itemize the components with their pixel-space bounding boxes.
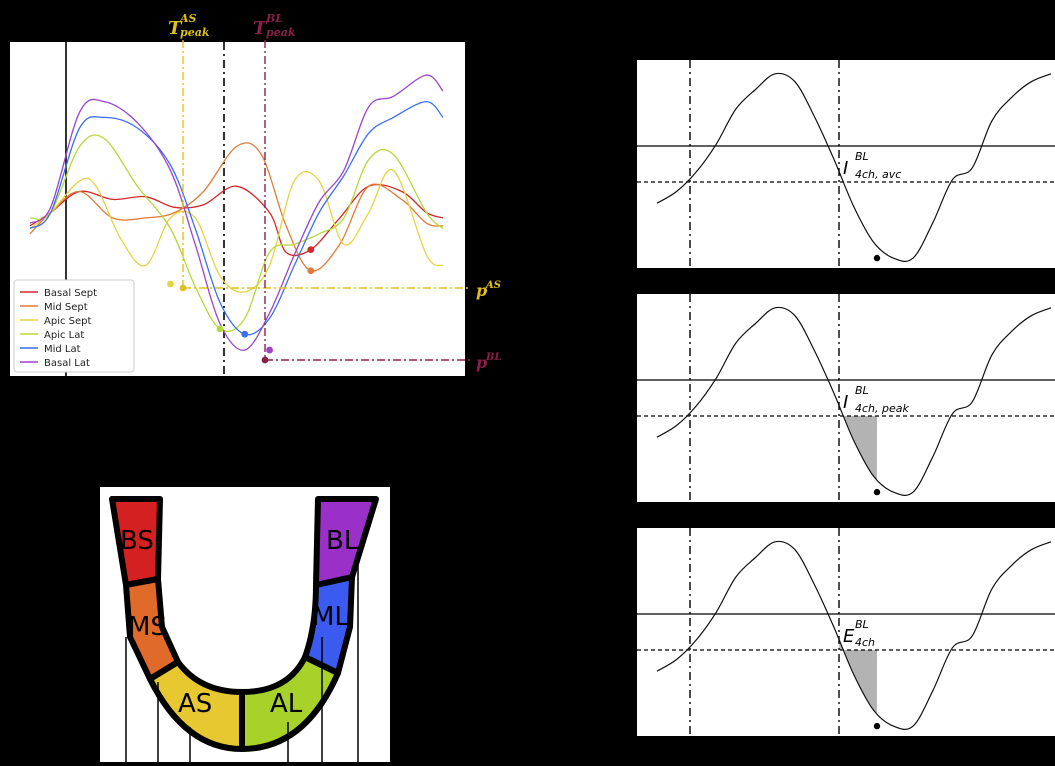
- peak-marker-apic-lat: [216, 325, 224, 333]
- peak-marker-apic-sept: [167, 280, 174, 288]
- t-peak-as-label: T: [168, 18, 183, 39]
- segment-diagram-panel: BS MS AS AL ML BL: [100, 487, 390, 762]
- t-peak-as-sub: peak: [180, 26, 210, 39]
- legend-entry: Basal Sept: [44, 288, 97, 299]
- strain-curve: [656, 540, 1052, 730]
- peak-marker-basal-sept: [307, 246, 315, 254]
- legend-entry: Apic Lat: [44, 330, 84, 341]
- t-peak-as-sup: AS: [179, 12, 197, 25]
- segment-bl: [313, 496, 379, 588]
- segment-diagram: BS MS AS AL ML BL: [109, 496, 379, 762]
- p-as-sup: AS: [485, 280, 501, 291]
- segment-label-ms: MS: [128, 612, 167, 642]
- panel-label-main: I: [843, 158, 848, 179]
- panel-label-sup: BL: [855, 618, 869, 631]
- segment-label-bs: BS: [120, 526, 154, 556]
- panel-label-sub: 4ch: [855, 636, 875, 649]
- p-as-marker: [179, 284, 187, 292]
- t-peak-bl-label: T: [253, 18, 268, 39]
- legend: Basal Sept Mid Sept Apic Sept Apic Lat Mid L…: [13, 279, 135, 373]
- series-line-basal-sept: [29, 183, 444, 257]
- series-line-apic-lat: [29, 134, 444, 332]
- right-panel-1: I BL 4ch, avc: [637, 60, 1055, 268]
- segment-label-as: AS: [178, 689, 212, 719]
- p-as-main: p: [476, 281, 487, 300]
- right-panel-3: E BL 4ch: [637, 528, 1055, 736]
- strain-chart: Basal Sept Mid Sept Apic Sept Apic Lat Mid L…: [13, 42, 444, 376]
- peak-marker-mid-lat: [241, 330, 249, 338]
- legend-entry: Apic Sept: [44, 316, 91, 327]
- segment-ml: [302, 574, 355, 676]
- peak-point: [873, 722, 881, 730]
- series-line-mid-sept: [29, 142, 444, 272]
- peak-marker-mid-sept: [307, 267, 315, 275]
- leader-lines: [125, 547, 359, 762]
- strain-chart-panel: Basal Sept Mid Sept Apic Sept Apic Lat Mid L…: [10, 42, 465, 376]
- panel-label-main: E: [843, 626, 855, 647]
- p-bl-sup: BL: [485, 352, 501, 363]
- segment-label-ml: ML: [312, 602, 349, 632]
- t-peak-bl-main: T: [253, 18, 268, 39]
- p-bl-main: p: [476, 353, 487, 372]
- panel-label-sup: BL: [855, 150, 869, 163]
- series-line-basal-lat: [29, 74, 444, 351]
- t-peak-bl-sup: BL: [265, 12, 283, 25]
- segment-label-bl: BL: [326, 526, 359, 556]
- panel-label-sub: 4ch, avc: [855, 168, 901, 181]
- right-chart-3: EBL 4ch: [637, 528, 1055, 736]
- series-line-apic-sept: [29, 168, 444, 293]
- t-peak-bl-sub: peak: [266, 26, 296, 39]
- peak-point: [873, 254, 881, 262]
- t-peak-as-main: T: [168, 18, 183, 39]
- legend-entry: Mid Sept: [44, 302, 88, 313]
- legend-entry: Basal Lat: [44, 358, 90, 369]
- panel-label-sub: 4ch, peak: [855, 402, 910, 415]
- panel-label-main: I: [843, 392, 848, 413]
- right-chart-1: I BL 4ch, avc: [637, 60, 1055, 268]
- legend-entry: Mid Lat: [44, 344, 81, 355]
- right-panel-2: I BL 4ch, peak: [637, 294, 1055, 502]
- strain-curve: [656, 72, 1052, 262]
- segment-al: [239, 654, 341, 752]
- p-bl-marker: [261, 356, 269, 364]
- right-chart-2: I BL 4ch, peak: [637, 294, 1055, 502]
- segment-label-al: AL: [270, 689, 303, 719]
- strain-curve: [656, 306, 1052, 496]
- peak-point: [873, 488, 881, 496]
- shaded-area: [839, 640, 877, 715]
- peak-marker-basal-lat: [266, 346, 273, 354]
- panel-label-sup: BL: [855, 384, 869, 397]
- shaded-area: [843, 416, 877, 481]
